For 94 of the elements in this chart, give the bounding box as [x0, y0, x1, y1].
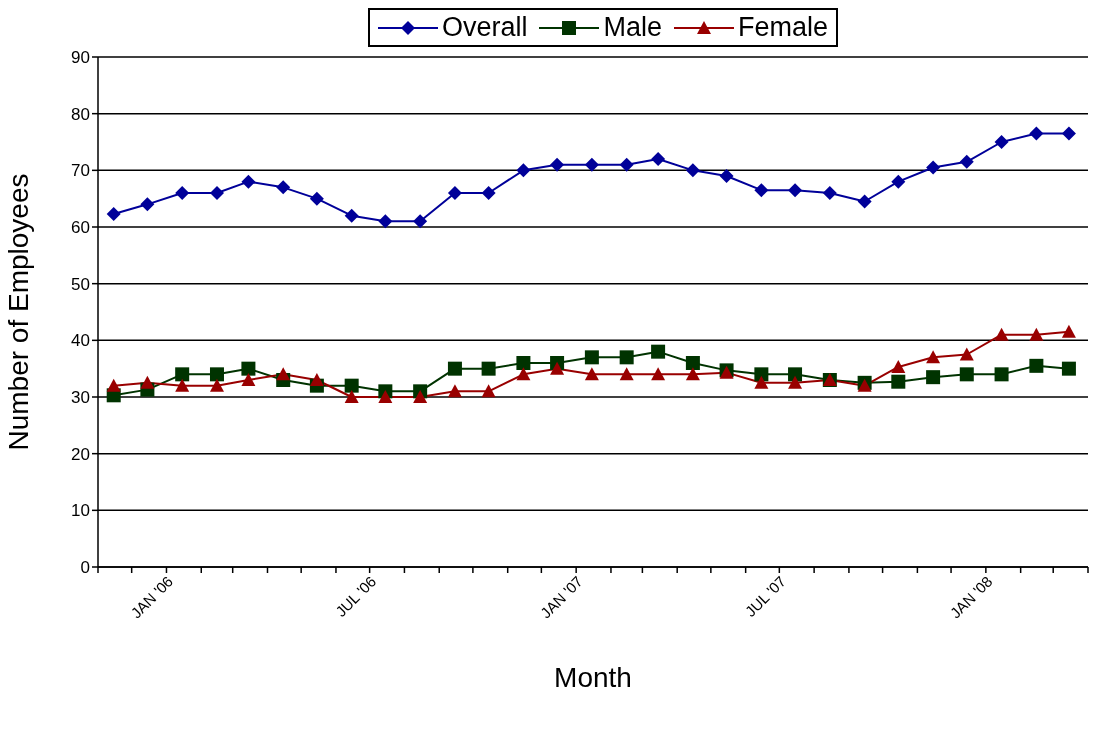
- point: [891, 174, 906, 189]
- point: [959, 154, 974, 169]
- point: [891, 374, 906, 389]
- point: [651, 344, 666, 359]
- point: [516, 163, 531, 178]
- point: [175, 378, 190, 392]
- point: [926, 160, 941, 175]
- point: [447, 384, 462, 398]
- point: [378, 214, 393, 229]
- point: [926, 350, 941, 364]
- point: [413, 214, 428, 229]
- point: [209, 378, 224, 392]
- point: [344, 390, 359, 403]
- point: [309, 373, 324, 386]
- point: [140, 375, 155, 389]
- y-tick-label: 0: [80, 558, 90, 578]
- point: [994, 327, 1009, 341]
- point: [241, 174, 256, 189]
- point: [788, 183, 803, 198]
- point: [685, 356, 700, 370]
- x-tick-label: JUL '06: [332, 572, 380, 620]
- legend-label: Overall: [441, 12, 528, 43]
- point: [175, 367, 190, 382]
- point: [959, 347, 974, 361]
- point: [685, 367, 700, 381]
- point: [241, 361, 256, 376]
- point: [481, 361, 496, 376]
- point: [754, 183, 769, 198]
- point: [309, 191, 324, 206]
- point: [685, 163, 700, 178]
- y-tick-label: 90: [71, 48, 90, 68]
- point: [550, 157, 565, 172]
- point: [651, 152, 666, 166]
- point: [516, 367, 531, 381]
- point: [106, 206, 121, 221]
- point: [959, 367, 974, 382]
- point: [857, 194, 872, 209]
- y-tick-label: 30: [71, 388, 90, 408]
- point: [788, 367, 803, 382]
- point: [447, 361, 462, 376]
- point: [413, 390, 428, 403]
- point: [584, 350, 599, 365]
- x-tick-label: JAN '06: [127, 572, 177, 622]
- point: [209, 367, 224, 382]
- y-axis-title: Number of Employees: [2, 173, 34, 451]
- point: [241, 373, 256, 386]
- point: [822, 186, 837, 200]
- point: [276, 180, 291, 195]
- point: [106, 378, 121, 392]
- point: [619, 350, 634, 365]
- point: [447, 186, 462, 200]
- point: [175, 186, 190, 200]
- point: [1061, 324, 1076, 338]
- point: [516, 356, 531, 370]
- y-tick-label: 40: [71, 331, 90, 351]
- point: [719, 169, 734, 183]
- x-tick-label: JAN '07: [536, 572, 586, 622]
- point: [276, 367, 291, 381]
- point: [994, 367, 1009, 382]
- point: [1029, 327, 1044, 341]
- y-tick-label: 10: [71, 501, 90, 521]
- y-tick-label: 20: [71, 444, 90, 464]
- point: [209, 186, 224, 200]
- point: [788, 375, 803, 389]
- point: [619, 367, 634, 381]
- point: [344, 208, 359, 223]
- legend-label: Male: [603, 12, 663, 43]
- point: [1029, 126, 1044, 141]
- point: [994, 135, 1009, 149]
- point: [926, 370, 941, 385]
- point: [584, 157, 599, 172]
- point: [651, 367, 666, 381]
- point: [550, 361, 565, 375]
- x-axis-title: Month: [554, 662, 632, 693]
- point: [754, 367, 769, 382]
- point: [1061, 361, 1076, 376]
- y-tick-label: 80: [71, 104, 90, 124]
- point: [344, 378, 359, 393]
- point: [378, 390, 393, 403]
- point: [1029, 358, 1044, 373]
- legend-label: Female: [738, 12, 829, 43]
- y-tick-label: 60: [71, 218, 90, 238]
- x-tick-label: JUL '07: [741, 572, 789, 620]
- point: [891, 359, 906, 373]
- point: [481, 186, 496, 200]
- point: [619, 157, 634, 172]
- point: [1061, 126, 1076, 141]
- point: [754, 375, 769, 389]
- y-tick-label: 50: [71, 274, 90, 294]
- point: [140, 197, 155, 212]
- x-tick-label: JAN '08: [946, 572, 996, 622]
- point: [584, 367, 599, 381]
- point: [481, 384, 496, 398]
- y-tick-label: 70: [71, 161, 90, 181]
